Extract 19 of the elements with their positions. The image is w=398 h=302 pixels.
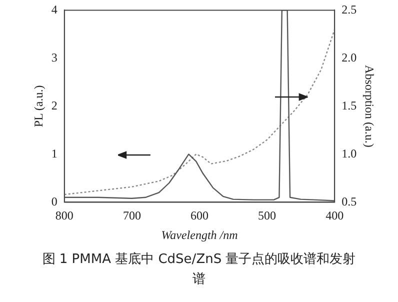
y-tick-label: 2 <box>51 98 58 112</box>
y-tick-label: 1 <box>51 146 58 160</box>
y-axis-title: PL (a.u.) <box>31 85 46 128</box>
x-tick-label: 400 <box>326 208 344 223</box>
y-tick-label: 4 <box>51 2 58 16</box>
x-tick-label: 500 <box>258 208 276 223</box>
y-tick-label: 3 <box>51 50 58 64</box>
x-tick-label: 700 <box>122 208 141 223</box>
x-tick-label: 800 <box>55 208 74 223</box>
y2-axis-title: Absorption (a.u.) <box>362 65 377 148</box>
y2-tick-label: 1.5 <box>342 98 357 112</box>
text: 图 1 PMMA 基底中 CdSe/ZnS 量子点的吸收谱和发射谱 <box>41 251 357 289</box>
y-tick-label: 0 <box>51 194 58 208</box>
y2-tick-label: 1.0 <box>342 146 357 160</box>
y2-tick-label: 2.0 <box>342 50 357 64</box>
x-axis-title: Wavelength /nm <box>161 228 238 242</box>
y2-tick-label: 2.5 <box>342 2 357 16</box>
x-tick-label: 600 <box>190 208 208 223</box>
y2-tick-label: 0.5 <box>342 194 357 208</box>
